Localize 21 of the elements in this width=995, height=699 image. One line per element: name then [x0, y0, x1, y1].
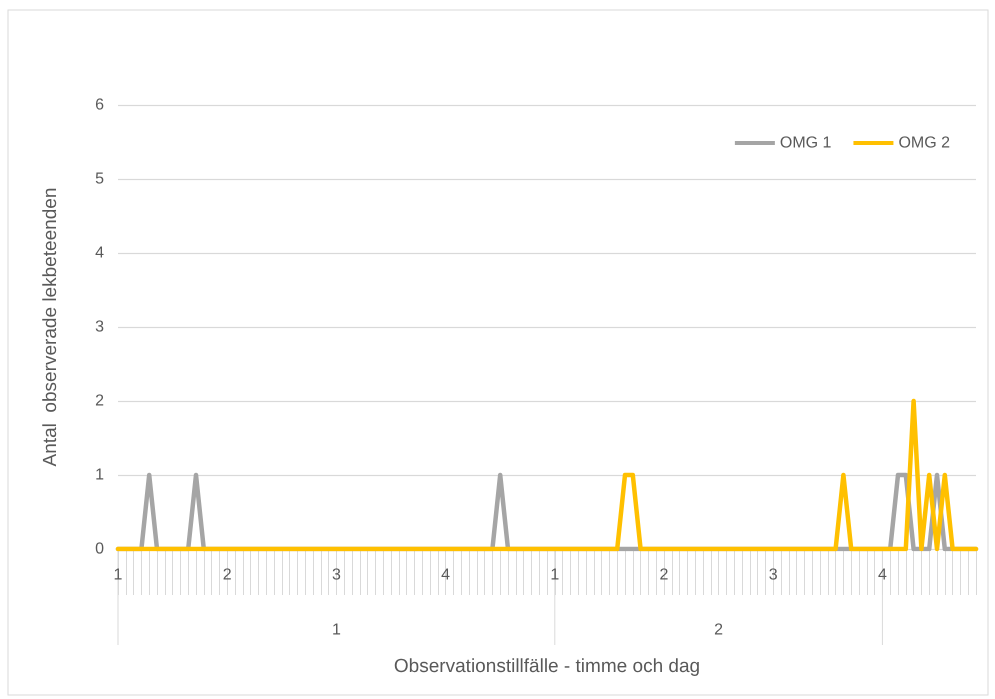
legend-label: OMG 1: [780, 134, 832, 152]
x-tick-label: 2: [222, 566, 232, 584]
legend-label: OMG 2: [898, 134, 950, 152]
x-tick-label: 4: [441, 566, 450, 584]
y-tick-label: 5: [95, 170, 104, 188]
x-tick-label: 1: [550, 566, 560, 584]
x-tick-label: 3: [768, 566, 778, 584]
y-tick-label: 1: [95, 466, 104, 484]
text: 1: [332, 622, 341, 638]
x-axis-title: Observationstillfälle - timme och dag: [394, 656, 700, 677]
y-tick-label: 3: [95, 318, 104, 336]
y-tick-label: 2: [95, 392, 104, 410]
x-tick-label: 2: [660, 566, 669, 584]
x-tick-label: 1: [114, 566, 123, 584]
y-axis-title: Antal observerade lekbeteenden: [40, 188, 61, 466]
y-tick-label: 0: [95, 540, 104, 558]
text: 2: [714, 622, 724, 638]
y-tick-label: 6: [95, 96, 104, 114]
x-tick-label: 3: [332, 566, 341, 584]
y-tick-label: 4: [95, 244, 104, 262]
x-tick-label: 4: [878, 566, 887, 584]
